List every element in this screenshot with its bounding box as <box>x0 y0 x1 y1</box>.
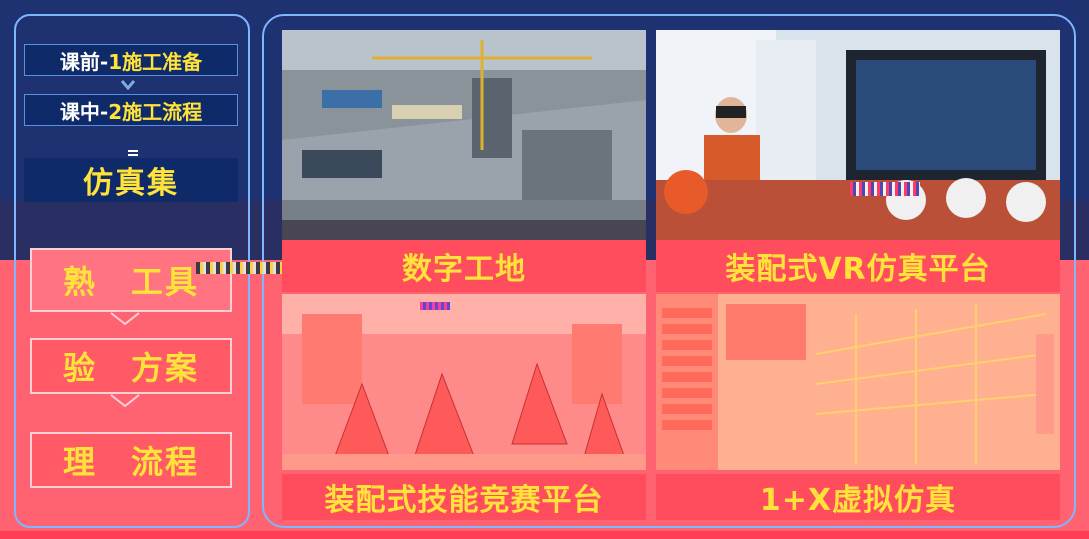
stage-in-class-button[interactable]: 课中- 2施工流程 <box>24 94 238 126</box>
digital-site-screenshot[interactable] <box>282 30 646 240</box>
sim-item-tools-char: 熟 <box>62 263 97 301</box>
competition-platform-label: 装配式技能竞赛平台 <box>324 483 604 518</box>
sim-item-tools-button[interactable]: 熟工具 <box>30 248 232 312</box>
onex-simulation-scene <box>656 294 1060 470</box>
glitch-artifact <box>196 262 282 274</box>
vr-platform-caption[interactable]: 装配式VR仿真平台 <box>656 240 1060 292</box>
course-stage-panel: 课前- 1施工准备 课中- 2施工流程 仿真集 熟工具 验方案 理流程 <box>14 14 250 528</box>
vr-platform-photo[interactable] <box>656 30 1060 240</box>
stage-pre-class-button[interactable]: 课前- 1施工准备 <box>24 44 238 76</box>
onex-simulation-screenshot[interactable] <box>656 294 1060 470</box>
sim-item-process-label: 流程 <box>131 443 200 481</box>
stage-in-label: 2施工流程 <box>108 99 203 124</box>
sim-item-process-char: 理 <box>62 443 97 481</box>
equals-icon <box>128 150 138 156</box>
chevron-down-icon <box>121 80 135 90</box>
simulation-set-header: 仿真集 <box>24 158 238 202</box>
glitch-artifact <box>850 182 920 196</box>
sim-item-process-button[interactable]: 理流程 <box>30 432 232 488</box>
stage-pre-label: 1施工准备 <box>108 49 203 74</box>
competition-platform-screenshot[interactable] <box>282 294 646 470</box>
vr-platform-label: 装配式VR仿真平台 <box>725 252 991 287</box>
stage-in-prefix: 课中- <box>59 99 109 124</box>
competition-platform-scene <box>282 294 646 470</box>
chevron-down-icon <box>110 394 140 408</box>
stage-pre-prefix: 课前- <box>59 49 109 74</box>
digital-site-label: 数字工地 <box>402 252 526 287</box>
competition-platform-caption[interactable]: 装配式技能竞赛平台 <box>282 474 646 520</box>
chevron-down-icon <box>110 312 140 326</box>
sim-item-plan-char: 验 <box>62 349 97 387</box>
onex-simulation-caption[interactable]: 1+X虚拟仿真 <box>656 474 1060 520</box>
sim-item-plan-button[interactable]: 验方案 <box>30 338 232 394</box>
vr-platform-scene <box>656 30 1060 240</box>
sim-item-plan-label: 方案 <box>131 349 200 387</box>
digital-site-caption[interactable]: 数字工地 <box>282 240 646 292</box>
glitch-artifact <box>420 302 450 310</box>
sim-item-tools-label: 工具 <box>131 263 200 301</box>
simulation-set-title: 仿真集 <box>83 166 179 201</box>
onex-simulation-label: 1+X虚拟仿真 <box>759 483 957 518</box>
digital-site-scene <box>282 30 646 240</box>
